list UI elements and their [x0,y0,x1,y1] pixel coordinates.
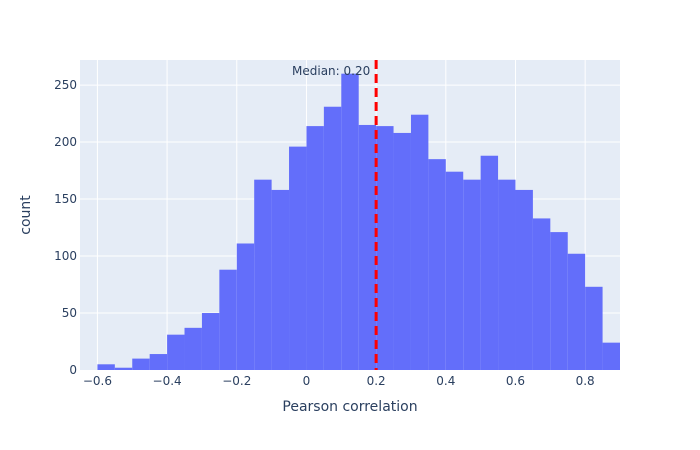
histogram-bars [97,73,620,371]
histogram-bar [271,189,290,370]
x-tick-label: −0.4 [153,374,182,388]
histogram-bar [480,155,499,370]
x-tick-label: 0.6 [506,374,525,388]
x-tick-label: −0.2 [222,374,251,388]
histogram-bar [358,124,377,371]
y-tick-label: 50 [62,306,77,320]
histogram-bar [184,327,202,370]
histogram-bar [376,126,394,371]
histogram-bar [323,106,342,371]
histogram-bar [602,342,620,370]
histogram-bar [149,354,168,370]
y-tick-label: 250 [54,78,77,92]
histogram-bar [219,269,237,370]
histogram-bar [567,253,586,370]
histogram-bar [585,286,603,370]
x-tick-label: 0 [303,374,311,388]
y-tick-label: 0 [69,363,77,377]
histogram-bar [289,146,307,370]
histogram-bar [463,179,481,370]
x-tick-label: −0.6 [83,374,112,388]
x-axis-ticks: −0.6 −0.4 −0.2 0 0.2 0.4 0.6 0.8 [83,374,595,388]
histogram-bar [515,189,533,370]
histogram-bar [428,159,446,370]
histogram-bar [498,179,516,370]
histogram-bar [132,358,150,370]
histogram-bar [550,232,568,370]
histogram-bar [445,171,464,370]
histogram-bar [254,179,272,370]
histogram-bar [393,132,411,370]
y-tick-label: 200 [54,135,77,149]
histogram-bar [306,126,324,371]
x-tick-label: 0.2 [367,374,386,388]
histogram-bar [114,367,133,370]
histogram-bar [410,114,429,371]
x-axis-title: Pearson correlation [282,399,417,415]
y-tick-label: 150 [54,192,77,206]
histogram-bar [167,334,185,370]
y-axis-title: count [18,195,34,235]
histogram-bar [532,218,551,370]
x-tick-label: 0.8 [576,374,595,388]
histogram-bar [97,364,115,370]
x-tick-label: 0.4 [436,374,455,388]
y-tick-label: 100 [54,249,77,263]
histogram-bar [201,313,220,370]
y-axis-ticks: 0 50 100 150 200 250 [54,78,77,377]
histogram-bar [236,243,255,370]
median-annotation: Median: 0.20 [292,64,370,78]
histogram-bar [341,73,359,371]
